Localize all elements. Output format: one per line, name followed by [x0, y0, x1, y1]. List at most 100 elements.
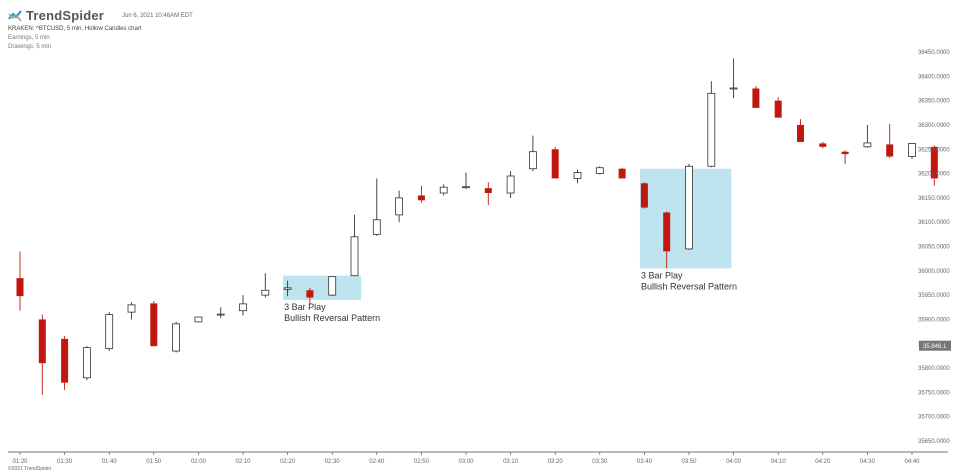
y-tick-label: 36000.0000	[918, 269, 950, 275]
x-tick-label: 02:30	[325, 459, 341, 465]
y-tick-label: 36150.0000	[918, 196, 950, 202]
candle-body-down	[886, 144, 894, 157]
candle-body-down	[774, 100, 782, 118]
candle	[752, 86, 760, 108]
x-tick-label: 04:00	[726, 459, 742, 465]
candle-body-up	[216, 313, 225, 316]
x-tick-label: 04:20	[815, 459, 831, 465]
candle	[819, 141, 827, 149]
candle	[283, 280, 292, 297]
candle-body-down	[150, 303, 158, 347]
candle-body-down	[819, 143, 827, 147]
candle-body-down	[930, 146, 938, 179]
candle	[573, 169, 582, 184]
drawings-label: Drawings, 5 min	[8, 44, 52, 50]
candle	[484, 182, 492, 206]
candle-body-up	[261, 289, 270, 296]
y-tick-label: 35700.0000	[918, 415, 950, 421]
candle-body-down	[640, 183, 648, 208]
candle	[685, 163, 693, 250]
candle-body-up	[350, 236, 359, 277]
candle	[16, 251, 24, 311]
y-tick-label: 36400.0000	[918, 74, 950, 80]
candle	[372, 178, 381, 236]
x-tick-label: 02:50	[414, 459, 430, 465]
x-tick-label: 01:50	[146, 459, 162, 465]
candle-body-up	[283, 287, 292, 290]
x-tick-label: 03:40	[637, 459, 653, 465]
candle-body-up	[194, 316, 203, 323]
candle-body-up	[908, 143, 916, 157]
candle-body-down	[618, 168, 626, 179]
brand-name: TrendSpider	[26, 8, 105, 23]
candle-body-up	[127, 304, 136, 313]
copyright: ©2021 TrendSpider	[8, 466, 52, 472]
last-price-label: 35,846.1	[923, 344, 947, 350]
candle-body-up	[395, 197, 404, 216]
candle	[150, 300, 158, 347]
candle	[239, 295, 247, 316]
y-tick-label: 35750.0000	[918, 390, 950, 396]
candle	[306, 287, 314, 305]
y-tick-label: 36450.0000	[918, 50, 950, 56]
candle	[551, 146, 559, 179]
x-tick-label: 04:40	[904, 459, 920, 465]
symbol-line: KRAKEN: ^BTCUSD, 5 min, Hollow Candles c…	[8, 26, 142, 32]
candle-body-down	[484, 188, 492, 194]
y-tick-label: 36100.0000	[918, 220, 950, 226]
x-tick-label: 04:10	[771, 459, 787, 465]
y-tick-label: 35950.0000	[918, 293, 950, 299]
candle	[61, 335, 69, 390]
y-tick-label: 36350.0000	[918, 99, 950, 105]
y-tick-label: 35800.0000	[918, 366, 950, 372]
candle	[105, 312, 114, 352]
candle	[908, 142, 916, 159]
y-axis: 36450.0000 36400.0000 36350.0000 36300.0000…	[918, 50, 951, 445]
candle-body-down	[551, 149, 559, 179]
candle-body-up	[685, 165, 693, 250]
x-tick-label: 02:00	[191, 459, 207, 465]
candle	[863, 124, 872, 148]
y-tick-label: 35900.0000	[918, 317, 950, 323]
candle-body-up	[707, 92, 716, 167]
annotation-subtitle: Bullish Reversal Pattern	[641, 281, 737, 291]
candle	[194, 316, 203, 323]
candle-body-up	[863, 142, 872, 148]
candle	[83, 346, 91, 381]
candle-body-up	[506, 175, 515, 194]
candle	[930, 145, 938, 186]
candle	[127, 302, 136, 320]
x-tick-label: 03:10	[503, 459, 519, 465]
x-tick-label: 03:20	[548, 459, 564, 465]
candle	[261, 273, 270, 298]
x-tick-label: 04:30	[860, 459, 876, 465]
last-price-box	[919, 340, 951, 351]
candle-body-up	[462, 186, 470, 189]
y-tick-label: 35650.0000	[918, 439, 950, 445]
chart-header: TrendSpider Jun 6, 2021 10:46AM EDT KRAK…	[8, 8, 193, 50]
x-tick-label: 02:40	[369, 459, 385, 465]
candle-body-up	[172, 323, 181, 352]
chart-date: Jun 6, 2021 10:46AM EDT	[122, 12, 193, 19]
x-tick-label: 02:10	[235, 459, 251, 465]
last-price-tag: 35,846.1	[919, 340, 951, 351]
candle-body-down	[797, 124, 804, 142]
candle	[506, 171, 515, 198]
y-tick-label: 36250.0000	[918, 147, 950, 153]
candle-body-down	[38, 319, 46, 364]
brand: TrendSpider Jun 6, 2021 10:46AM EDT	[8, 8, 193, 23]
y-tick-label: 36200.0000	[918, 172, 950, 178]
candle	[529, 135, 537, 172]
candle	[395, 190, 404, 223]
x-tick-label: 01:20	[12, 459, 28, 465]
candle-body-up	[573, 172, 582, 179]
earnings-label: Earnings, 5 min	[8, 35, 50, 41]
candle	[216, 307, 225, 318]
annotation-box	[283, 275, 362, 300]
candle-body-down	[61, 338, 69, 383]
candle-body-up	[328, 276, 337, 296]
candle-body-down	[841, 151, 849, 155]
candle	[886, 123, 894, 159]
x-tick-label: 03:00	[458, 459, 474, 465]
